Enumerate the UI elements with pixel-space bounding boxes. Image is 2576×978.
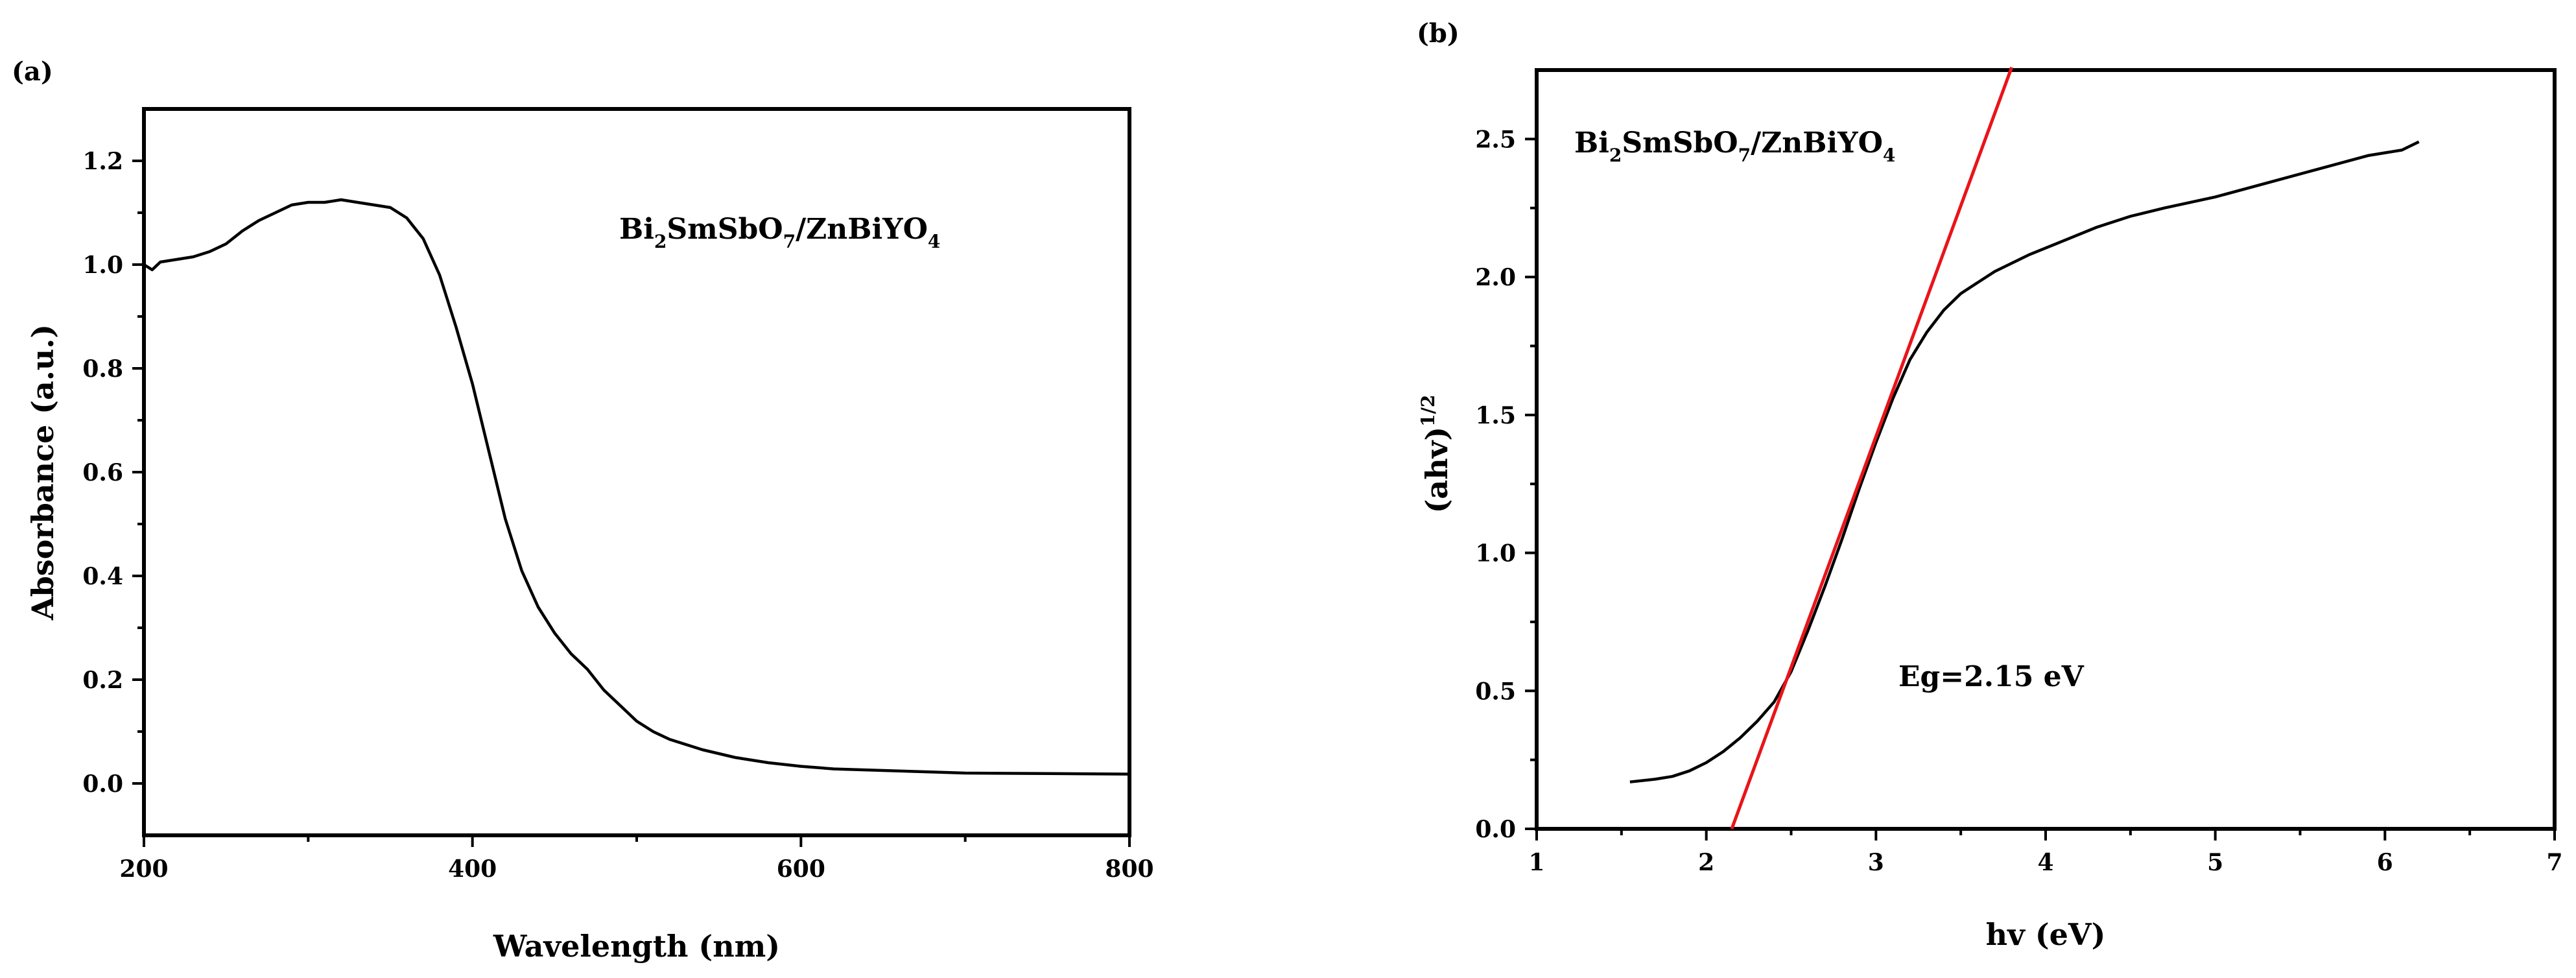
sample-label-part: 7 bbox=[783, 231, 796, 252]
x-tick-label: 5 bbox=[2207, 849, 2223, 876]
absorbance-chart: (a) 200 400 600 800 0.0 0.2 0.4 0.6 0.8 1.0 1.2 Wa… bbox=[12, 56, 1154, 964]
tick-labels-b: 1 2 3 4 5 6 7 0.0 0.5 1.0 1.5 2.0 2.5 bbox=[1475, 126, 2562, 876]
x-tick-label: 800 bbox=[1105, 855, 1153, 883]
y-tick-label: 0.6 bbox=[82, 459, 123, 486]
y-axis-label-b: (ahv)1/2 bbox=[1417, 395, 1454, 514]
y-axis-label-a: Absorbance (a.u.) bbox=[25, 324, 60, 621]
panel-label-b: (b) bbox=[1417, 18, 1459, 49]
panel-label-a: (a) bbox=[12, 56, 53, 87]
sample-label-part: 7 bbox=[1738, 145, 1751, 166]
sample-label-part: Bi bbox=[1574, 126, 1609, 160]
y-tick-label: 0.0 bbox=[1475, 816, 1516, 843]
tangent-fit-line bbox=[1730, 66, 2014, 829]
sample-label-a: Bi2SmSbO7/ZnBiYO4 bbox=[619, 213, 940, 252]
tauc-curve bbox=[1629, 140, 2420, 783]
sample-label-b: Bi2SmSbO7/ZnBiYO4 bbox=[1574, 126, 1895, 166]
x-tick-label: 4 bbox=[2037, 849, 2053, 876]
x-axis-label-b: hv (eV) bbox=[1986, 917, 2106, 952]
x-tick-label: 6 bbox=[2377, 849, 2393, 876]
band-gap-label: Eg=2.15 eV bbox=[1898, 660, 2085, 693]
y-tick-label: 1.2 bbox=[82, 148, 123, 175]
y-tick-label: 0.0 bbox=[82, 770, 123, 798]
sample-label-part: 2 bbox=[1609, 145, 1622, 166]
ticks-a bbox=[132, 160, 1131, 847]
absorbance-curve bbox=[143, 198, 1130, 776]
tick-labels-a: 200 400 600 800 0.0 0.2 0.4 0.6 0.8 1.0 1.2 bbox=[82, 148, 1153, 883]
tauc-plot-chart: (b) 1 2 3 4 5 6 7 0.0 0.5 1.0 1.5 2.0 2.5 hv (eV) (a… bbox=[1417, 18, 2563, 952]
sample-label-part: SmSbO bbox=[667, 213, 783, 246]
y-tick-label: 1.0 bbox=[1475, 540, 1516, 567]
x-axis-label-a: Wavelength (nm) bbox=[493, 929, 780, 964]
sample-label-part: 4 bbox=[928, 231, 940, 252]
x-tick-label: 400 bbox=[448, 855, 497, 883]
y-tick-label: 1.0 bbox=[82, 252, 123, 279]
y-tick-label: 0.5 bbox=[1475, 678, 1516, 705]
x-tick-label: 7 bbox=[2546, 849, 2562, 876]
sample-label-part: 4 bbox=[1883, 145, 1895, 166]
y-axis-label-b-main: (ahv) bbox=[1419, 427, 1454, 514]
y-tick-label: 2.5 bbox=[1475, 126, 1516, 153]
sample-label-part: SmSbO bbox=[1622, 126, 1738, 160]
y-tick-label: 2.0 bbox=[1475, 264, 1516, 291]
ticks-b bbox=[1525, 137, 2556, 841]
x-tick-label: 600 bbox=[777, 855, 825, 883]
sample-label-part: /ZnBiYO bbox=[796, 213, 928, 246]
sample-label-part: Bi bbox=[619, 213, 654, 246]
x-tick-label: 1 bbox=[1528, 849, 1544, 876]
y-tick-label: 0.2 bbox=[82, 667, 123, 694]
x-tick-label: 3 bbox=[1868, 849, 1884, 876]
x-tick-label: 2 bbox=[1698, 849, 1714, 876]
y-axis-label-b-exponent: 1/2 bbox=[1417, 395, 1439, 427]
y-tick-label: 0.8 bbox=[82, 355, 123, 383]
sample-label-part: 2 bbox=[654, 231, 667, 252]
sample-label-part: /ZnBiYO bbox=[1751, 126, 1883, 160]
y-tick-label: 1.5 bbox=[1475, 402, 1516, 429]
y-tick-label: 0.4 bbox=[82, 563, 123, 590]
x-tick-label: 200 bbox=[119, 855, 168, 883]
plot-frame-b bbox=[1535, 68, 2557, 831]
